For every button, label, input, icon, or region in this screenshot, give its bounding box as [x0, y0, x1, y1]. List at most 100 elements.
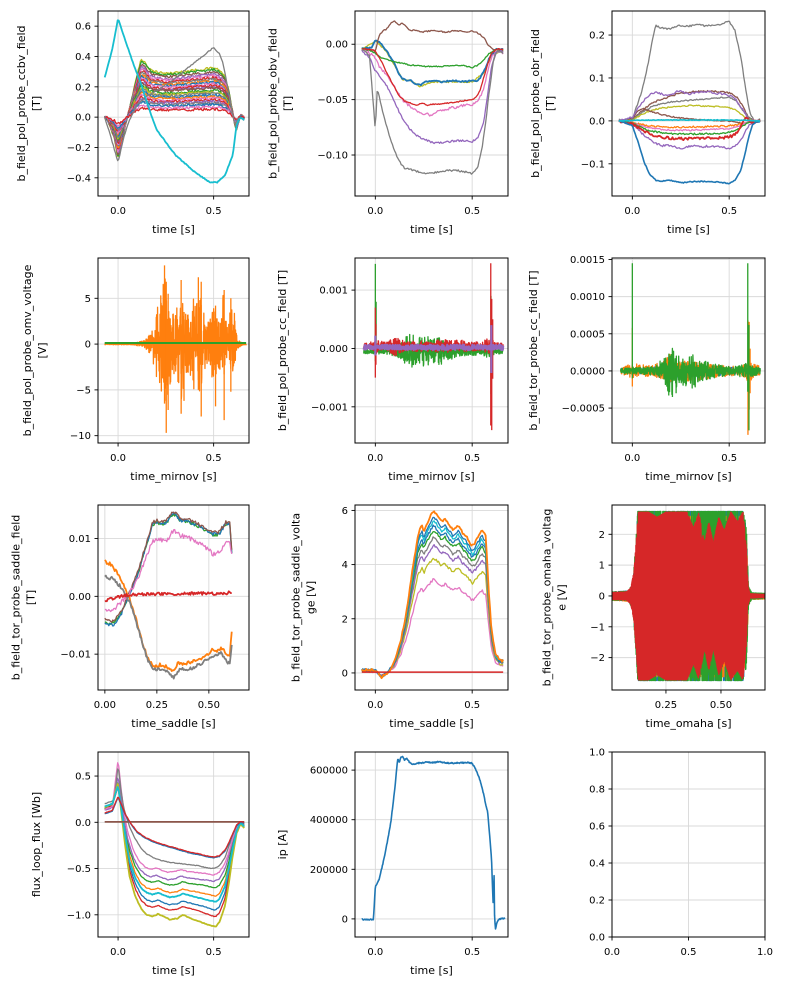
axes-frame [97, 504, 250, 691]
grid-lines [612, 752, 765, 937]
data-series-r1c1-17 [104, 91, 245, 136]
y-tick-label: 4 [342, 560, 348, 571]
x-axis-label: time_mirnov [s] [388, 470, 474, 483]
y-axis-label: b_field_pol_probe_obv_field [267, 28, 280, 179]
x-axis-label: time [s] [410, 964, 453, 977]
subplot-r3c3: 0.25 0.50 2 1 0 −1 −2 time_omaha [s] b_field_tor… [524, 494, 785, 741]
x-tick-label: 0.5 [464, 453, 480, 464]
data-series-r2c3-2 [620, 347, 761, 395]
x-tick-label: 0.5 [206, 453, 222, 464]
data-series-r1c3-9 [618, 119, 761, 150]
data-series-r1c3-6 [618, 119, 761, 132]
y-axis-label: b_field_tor_probe_saddle_field [10, 515, 23, 681]
tick-labels: 0.0 0.5 1.0 0.0 0.2 0.4 0.6 0.8 1.0 [589, 748, 773, 959]
tick-marks [351, 769, 473, 941]
y-tick-label: 0.6 [75, 22, 91, 33]
y-axis-label: e [V] [556, 584, 569, 610]
data-series-r1c3-1 [618, 89, 761, 122]
data-series-r1c2-6 [361, 49, 504, 145]
data-series-r1c3-4 [618, 107, 761, 125]
tick-marks [94, 25, 215, 200]
y-tick-label: 0 [342, 668, 348, 679]
data-series-r1c3-5 [618, 119, 761, 129]
subplot-r4c2: 0.0 0.5 0 200000 400000 600000 time [s] ip [A] [262, 741, 524, 989]
plot-area [103, 19, 245, 184]
data-series-spikes-r2c1-0 [163, 265, 232, 433]
y-tick-label: 0.2 [589, 31, 605, 42]
tick-labels: 0.0 0.5 0.0015 0.0010 0.0005 0.0000 −0.0005 [562, 255, 737, 464]
y-tick-label: 0.4 [75, 52, 91, 63]
plot-area [362, 263, 505, 431]
data-series-r4c1-4 [104, 777, 245, 883]
x-tick-label: 0.0 [604, 947, 620, 958]
plot-area [361, 755, 506, 930]
y-tick-label: 0.00 [69, 592, 91, 603]
y-tick-label: 0.0015 [570, 255, 605, 266]
y-axis-label: b_field_pol_probe_ccbv_field [15, 25, 28, 181]
axes-frame [354, 751, 509, 938]
axes-frame [97, 257, 250, 444]
grid-lines [98, 11, 249, 196]
data-series-r3c1-6 [104, 590, 232, 603]
y-tick-label: −5 [76, 385, 91, 396]
grid-lines [612, 11, 765, 196]
y-tick-label: 200000 [310, 865, 348, 876]
x-tick-label: 0.0 [110, 206, 126, 217]
data-series-r1c1-22 [104, 100, 245, 129]
data-series-r3c1-2 [104, 511, 233, 623]
y-axis-label: [T] [282, 96, 295, 111]
y-tick-label: 0.000 [319, 344, 348, 355]
r2c2-plot: 0.0 0.5 0.001 0.000 −0.001 time_mirnov [s] b_f… [276, 257, 509, 483]
tick-marks [94, 538, 210, 694]
y-axis-label: b_field_pol_probe_obr_field [529, 29, 542, 178]
data-series-r4c1-7 [104, 783, 245, 928]
data-series-r1c2-2 [361, 47, 504, 69]
r4c1-plot: 0.0 0.5 0.5 0.0 −0.5 −1.0 time [s] flux_loop_fl… [30, 751, 250, 977]
y-tick-label: 0.01 [69, 534, 91, 545]
x-axis-label: time [s] [152, 223, 195, 236]
data-series-r2c2-2 [362, 343, 505, 352]
data-series-r4c1-5 [104, 762, 245, 876]
r1c1-plot: 0.0 0.5 −0.4 −0.2 0.0 0.2 0.4 0.6 time [s] b_fiel… [15, 10, 250, 236]
y-tick-label: 0.8 [589, 785, 605, 796]
y-tick-label: 0.2 [75, 82, 91, 93]
x-axis-label: time_mirnov [s] [130, 470, 216, 483]
plot-area [361, 20, 504, 175]
x-tick-label: 0.0 [367, 206, 383, 217]
data-series-r4c1-8 [104, 786, 245, 903]
r3c2-plot: 0.0 0.5 0 2 4 6 time_saddle [s] b_field_tor_pro… [289, 504, 509, 730]
r2c1-plot: 0.0 0.5 5 0 −5 −10 time_mirnov [s] b_field_pol_… [21, 257, 250, 483]
tick-labels: 0.0 0.5 0.5 0.0 −0.5 −1.0 [67, 772, 222, 958]
subplot-r4c1: 0.0 0.5 0.5 0.0 −0.5 −1.0 time [s] flux_loop_fl… [0, 741, 262, 989]
data-series-spikes-r2c2-2 [374, 325, 493, 373]
y-tick-label: 0.0005 [570, 329, 605, 340]
axes-frame [354, 10, 509, 197]
tick-labels: 0.00 0.25 0.50 0.01 0.00 −0.01 [60, 534, 220, 711]
axes-frame [354, 257, 509, 444]
tick-marks [94, 297, 215, 447]
y-tick-label: −2 [590, 653, 605, 664]
y-tick-label: −0.10 [317, 151, 348, 162]
x-tick-label: 0.0 [624, 453, 640, 464]
r1c2-plot: 0.0 0.5 0.00 −0.05 −0.10 time [s] b_field_pol_… [267, 10, 509, 236]
tick-labels: 0.0 0.5 5 0 −5 −10 [70, 294, 222, 464]
y-tick-label: 0.0010 [570, 292, 605, 303]
x-tick-label: 0.25 [146, 700, 168, 711]
y-tick-label: 0.0 [589, 933, 605, 944]
r3c3-plot: 0.25 0.50 2 1 0 −1 −2 time_omaha [s] b_field_tor… [541, 504, 766, 730]
data-series-r3c1-4 [104, 559, 233, 672]
tick-labels: 0.0 0.5 0.001 0.000 −0.001 [311, 286, 480, 464]
y-tick-label: 0.001 [319, 286, 348, 297]
y-axis-label: b_field_pol_probe_cc_field [T] [276, 270, 289, 431]
x-tick-label: 0.5 [721, 453, 737, 464]
y-tick-label: 2 [342, 614, 348, 625]
subplot-r1c1: 0.0 0.5 −0.4 −0.2 0.0 0.2 0.4 0.6 time [s] b_fiel… [0, 0, 262, 247]
data-series-r1c3-8 [618, 89, 761, 125]
data-series-plasma-current [361, 755, 506, 930]
y-tick-label: −0.01 [60, 650, 91, 661]
x-axis-label: time_mirnov [s] [645, 470, 731, 483]
r2c3-plot: 0.0 0.5 0.0015 0.0010 0.0005 0.0000 −0.0005 tim… [527, 255, 766, 483]
plot-area [618, 20, 761, 185]
y-tick-label: 0.0000 [570, 366, 605, 377]
axes-frame [354, 504, 509, 691]
